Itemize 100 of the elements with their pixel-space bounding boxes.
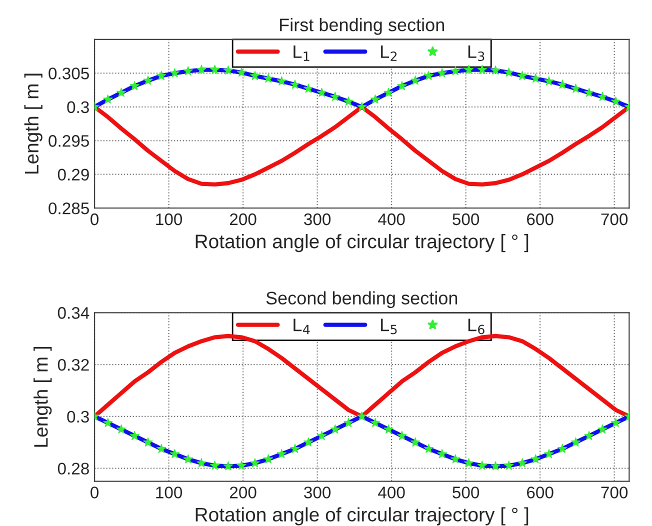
- y-axis-title: Length [ m ]: [24, 74, 42, 174]
- point: [196, 64, 206, 74]
- point: [544, 449, 554, 458]
- point: [143, 76, 153, 85]
- point: [143, 437, 153, 447]
- chart-title: Second bending section: [266, 291, 458, 308]
- x-axis-title: Rotation angle of circular trajectory [ ° ]: [196, 507, 528, 526]
- x-tick-label: 500: [452, 213, 480, 226]
- point: [304, 84, 314, 93]
- point: [330, 424, 340, 434]
- x-tick-label: 100: [156, 486, 182, 498]
- point: [490, 65, 500, 75]
- point: [598, 92, 608, 101]
- point: [183, 454, 193, 464]
- point: [611, 418, 621, 428]
- point: [410, 437, 420, 447]
- point: [263, 454, 274, 464]
- point: [276, 76, 286, 86]
- point: [410, 76, 420, 85]
- point: [183, 66, 193, 76]
- chart-title: First bending section: [280, 18, 444, 35]
- legend-label: L$_{2}$: [381, 45, 397, 61]
- point: [116, 424, 126, 434]
- point: [196, 458, 206, 468]
- point: [558, 444, 568, 453]
- point: [504, 460, 514, 470]
- point: [103, 94, 113, 104]
- point: [490, 461, 500, 470]
- point: [584, 88, 594, 97]
- point: [370, 94, 380, 104]
- point: [437, 68, 447, 78]
- point: [344, 418, 354, 428]
- point: [223, 65, 234, 75]
- point: [397, 80, 407, 90]
- point: [517, 70, 528, 80]
- x-tick-label: 500: [452, 486, 480, 498]
- point: [477, 460, 487, 470]
- point: [558, 80, 568, 89]
- x-tick-label: 700: [601, 486, 628, 498]
- x-tick-label: 700: [601, 213, 628, 226]
- point: [450, 66, 460, 76]
- x-tick-label: 600: [527, 486, 554, 498]
- legend-label: L$_{1}$: [294, 45, 310, 61]
- point: [170, 68, 180, 78]
- point: [397, 430, 407, 440]
- y-axis-title: Length [ m ]: [34, 347, 52, 447]
- point: [250, 458, 260, 468]
- point: [156, 70, 166, 80]
- x-tick-label: 400: [378, 486, 405, 498]
- x-tick-label: 200: [230, 213, 256, 226]
- legend-label: L$_{3}$: [468, 45, 484, 62]
- point: [530, 74, 540, 83]
- x-tick-label: 100: [156, 213, 182, 226]
- point: [517, 458, 528, 468]
- point: [611, 96, 621, 106]
- x-axis-title: Rotation angle of circular trajectory [ ° ]: [196, 234, 528, 252]
- point: [130, 430, 140, 440]
- point: [464, 64, 474, 74]
- point: [330, 92, 340, 101]
- point: [450, 454, 460, 464]
- point: [316, 430, 327, 440]
- y-tick-label: 0.3: [67, 101, 89, 114]
- point: [544, 76, 554, 86]
- point: [424, 444, 434, 453]
- point: [316, 88, 327, 97]
- x-tick-label: 200: [230, 486, 256, 498]
- point: [116, 88, 126, 97]
- y-tick-label: 0.3: [67, 410, 89, 423]
- point: [504, 67, 514, 77]
- y-tick-label: 0.295: [48, 135, 89, 147]
- point: [290, 80, 300, 89]
- point: [210, 460, 220, 470]
- legend-label: L$_{5}$: [381, 318, 397, 334]
- point: [584, 430, 594, 440]
- point: [290, 444, 300, 453]
- point: [250, 70, 260, 80]
- legend-label: L$_{4}$: [294, 318, 310, 334]
- x-tick-label: 0: [90, 213, 99, 226]
- point: [370, 418, 380, 428]
- point: [424, 70, 434, 80]
- point: [570, 437, 581, 447]
- point: [384, 424, 394, 434]
- point: [384, 88, 394, 97]
- point: [464, 458, 474, 468]
- point: [210, 64, 220, 74]
- y-tick-label: 0.29: [58, 168, 89, 181]
- point: [130, 80, 140, 90]
- point: [276, 449, 286, 458]
- point: [263, 74, 274, 83]
- point: [236, 67, 246, 77]
- point: [223, 461, 234, 470]
- y-tick-label: 0.305: [48, 68, 89, 80]
- x-tick-label: 300: [304, 486, 331, 498]
- point: [570, 84, 581, 93]
- point: [437, 449, 447, 458]
- point: [598, 424, 608, 434]
- point: [156, 444, 166, 453]
- x-tick-label: 300: [304, 213, 331, 226]
- point: [477, 64, 487, 74]
- point: [357, 411, 367, 421]
